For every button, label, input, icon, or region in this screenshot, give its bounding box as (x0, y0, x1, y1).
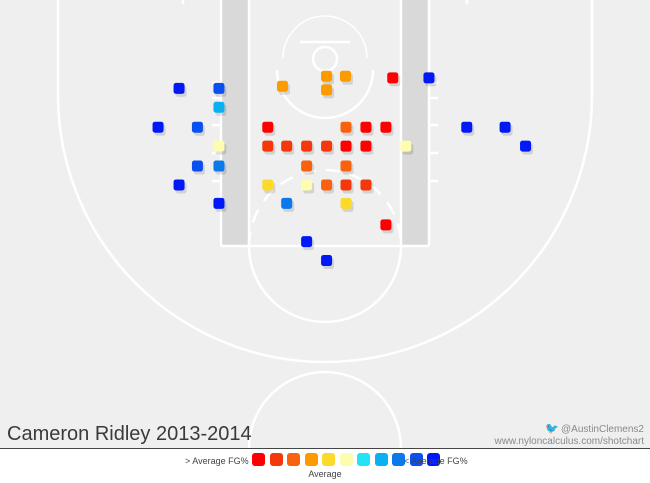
shot-marker[interactable] (301, 179, 313, 191)
free-throw-circle-upper (247, 168, 403, 247)
charge-arc (282, 15, 368, 59)
legend-swatch (287, 453, 300, 466)
free-throw-circle-lower (247, 245, 403, 324)
legend-swatch (357, 453, 370, 466)
shot-marker[interactable] (281, 197, 293, 209)
twitter-bird-icon: 🐦 (545, 423, 560, 435)
shot-marker[interactable] (340, 140, 352, 152)
legend-low-label: < Average FG% (404, 456, 468, 466)
shot-marker[interactable] (423, 72, 435, 84)
shot-marker[interactable] (321, 140, 333, 152)
legend-swatch (322, 453, 335, 466)
site-link[interactable]: www.nyloncalculus.com/shotchart (494, 436, 644, 447)
shot-marker[interactable] (191, 121, 203, 133)
shot-marker[interactable] (262, 140, 274, 152)
shot-marker[interactable] (301, 140, 313, 152)
shot-marker[interactable] (321, 70, 333, 82)
shot-marker[interactable] (360, 140, 372, 152)
shot-marker[interactable] (152, 121, 164, 133)
shot-marker[interactable] (262, 179, 274, 191)
legend-average-label: Average (308, 469, 342, 479)
legend-high-label: > Average FG% (185, 456, 249, 466)
shot-marker[interactable] (380, 121, 392, 133)
shot-marker[interactable] (173, 82, 185, 94)
legend-swatch (392, 453, 405, 466)
shot-marker[interactable] (387, 72, 399, 84)
shot-marker[interactable] (340, 121, 352, 133)
legend-swatch (374, 453, 388, 466)
shot-marker[interactable] (213, 140, 225, 152)
shot-marker[interactable] (499, 121, 511, 133)
shot-marker[interactable] (213, 160, 225, 172)
legend-swatch (252, 453, 265, 466)
shot-marker[interactable] (321, 84, 333, 96)
shot-marker[interactable] (340, 179, 352, 191)
twitter-handle[interactable]: 🐦 @AustinClemens2 (545, 422, 644, 435)
legend-swatch (409, 453, 423, 466)
legend-swatch (427, 453, 440, 466)
chart-title: Cameron Ridley 2013-2014 (7, 423, 252, 445)
three-point-line (56, 0, 594, 364)
shot-marker[interactable] (400, 140, 412, 152)
shot-marker[interactable] (281, 140, 293, 152)
shot-marker[interactable] (213, 82, 225, 94)
court-svg (56, 0, 594, 448)
shot-marker[interactable] (360, 179, 372, 191)
divider (0, 448, 650, 449)
shot-marker[interactable] (461, 121, 473, 133)
shot-marker[interactable] (520, 140, 532, 152)
shot-marker[interactable] (301, 236, 313, 248)
shot-marker[interactable] (321, 179, 333, 191)
shot-marker[interactable] (191, 160, 203, 172)
shot-marker[interactable] (213, 197, 225, 209)
shot-marker[interactable] (339, 70, 351, 82)
shot-marker[interactable] (213, 101, 225, 113)
legend-swatch (339, 453, 353, 466)
twitter-handle-text: @AustinClemens2 (561, 424, 644, 435)
shot-marker[interactable] (321, 255, 333, 267)
center-circle (247, 370, 403, 448)
shot-marker[interactable] (340, 160, 352, 172)
shot-marker[interactable] (262, 121, 274, 133)
legend-swatch (304, 453, 318, 466)
shot-marker[interactable] (301, 160, 313, 172)
shot-marker[interactable] (360, 121, 372, 133)
shot-marker[interactable] (276, 80, 288, 92)
shot-marker[interactable] (173, 179, 185, 191)
shot-marker[interactable] (340, 197, 352, 209)
shot-chart-court (0, 0, 650, 448)
shot-marker[interactable] (380, 219, 392, 231)
legend-swatch (269, 453, 283, 466)
